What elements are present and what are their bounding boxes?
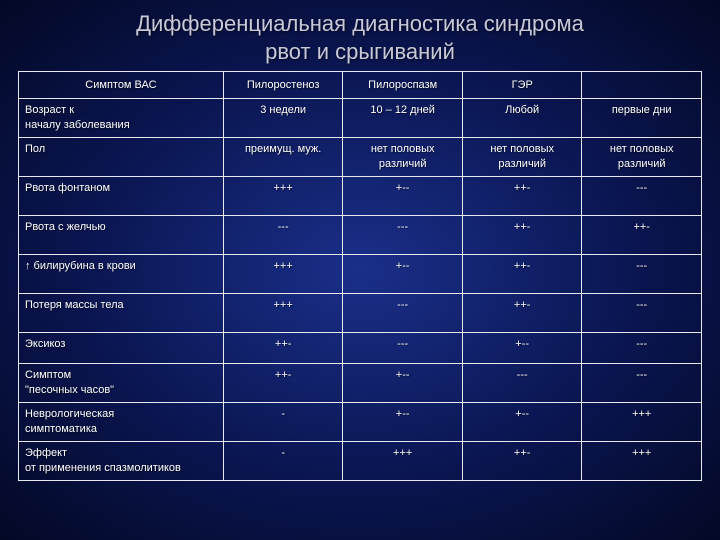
table-row: Потеря массы тела+++---++---- [19, 294, 702, 333]
cell-value: 10 – 12 дней [343, 99, 463, 138]
cell-value: +++ [223, 255, 343, 294]
cell-value: --- [343, 333, 463, 364]
cell-value: --- [582, 255, 702, 294]
row-label: Возраст кначалу заболевания [19, 99, 224, 138]
cell-value: +-- [343, 364, 463, 403]
row-label: Симптом"песочных часов" [19, 364, 224, 403]
cell-value: +++ [582, 442, 702, 481]
col-header: Симптом ВАС [19, 72, 224, 99]
row-label: Рвота фонтаном [19, 177, 224, 216]
cell-value: первые дни [582, 99, 702, 138]
cell-value: --- [582, 333, 702, 364]
table-body: Возраст кначалу заболевания3 недели10 – … [19, 99, 702, 481]
cell-value: ++- [462, 255, 582, 294]
cell-value: Любой [462, 99, 582, 138]
table-row: ↑ билирубина в крови++++--++---- [19, 255, 702, 294]
cell-value: ++- [582, 216, 702, 255]
row-label: Неврологическаясимптоматика [19, 403, 224, 442]
cell-value: +++ [223, 177, 343, 216]
cell-value: +-- [462, 403, 582, 442]
row-label: Эксикоз [19, 333, 224, 364]
col-header: Пилоростеноз [223, 72, 343, 99]
cell-value: +++ [223, 294, 343, 333]
cell-value: ++- [223, 333, 343, 364]
row-label: Потеря массы тела [19, 294, 224, 333]
table-row: Рвота фонтаном++++--++---- [19, 177, 702, 216]
cell-value: ++- [223, 364, 343, 403]
row-label: Пол [19, 138, 224, 177]
cell-value: --- [462, 364, 582, 403]
row-label: ↑ билирубина в крови [19, 255, 224, 294]
cell-value: нет половых различий [582, 138, 702, 177]
cell-value: --- [223, 216, 343, 255]
table-row: Эффектот применения спазмолитиков-+++++-… [19, 442, 702, 481]
row-label: Рвота с желчью [19, 216, 224, 255]
table-row: Неврологическаясимптоматика-+--+--+++ [19, 403, 702, 442]
cell-value: ++- [462, 216, 582, 255]
table-header-row: Симптом ВАС Пилоростеноз Пилороспазм ГЭР [19, 72, 702, 99]
col-header: Пилороспазм [343, 72, 463, 99]
table-row: Полпреимущ. муж.нет половых различийнет … [19, 138, 702, 177]
cell-value: 3 недели [223, 99, 343, 138]
slide-title: Дифференциальная диагностика синдрома рв… [18, 10, 702, 65]
cell-value: нет половых различий [343, 138, 463, 177]
cell-value: +-- [462, 333, 582, 364]
slide: Дифференциальная диагностика синдрома рв… [0, 0, 720, 540]
cell-value: ++- [462, 177, 582, 216]
cell-value: --- [582, 364, 702, 403]
table-row: Симптом"песочных часов"++-+-------- [19, 364, 702, 403]
title-line-2: рвот и срыгиваний [265, 39, 455, 64]
title-line-1: Дифференциальная диагностика синдрома [136, 11, 584, 36]
cell-value: +-- [343, 255, 463, 294]
table-row: Рвота с желчью------++-++- [19, 216, 702, 255]
col-header [582, 72, 702, 99]
cell-value: - [223, 442, 343, 481]
cell-value: преимущ. муж. [223, 138, 343, 177]
cell-value: +++ [343, 442, 463, 481]
cell-value: --- [582, 177, 702, 216]
cell-value: +-- [343, 403, 463, 442]
cell-value: нет половых различий [462, 138, 582, 177]
table-row: Возраст кначалу заболевания3 недели10 – … [19, 99, 702, 138]
row-label: Эффектот применения спазмолитиков [19, 442, 224, 481]
cell-value: --- [582, 294, 702, 333]
cell-value: +++ [582, 403, 702, 442]
diagnosis-table: Симптом ВАС Пилоростеноз Пилороспазм ГЭР… [18, 71, 702, 481]
cell-value: --- [343, 294, 463, 333]
cell-value: ++- [462, 442, 582, 481]
cell-value: +-- [343, 177, 463, 216]
col-header: ГЭР [462, 72, 582, 99]
table-row: Эксикоз++----+----- [19, 333, 702, 364]
cell-value: --- [343, 216, 463, 255]
cell-value: - [223, 403, 343, 442]
cell-value: ++- [462, 294, 582, 333]
